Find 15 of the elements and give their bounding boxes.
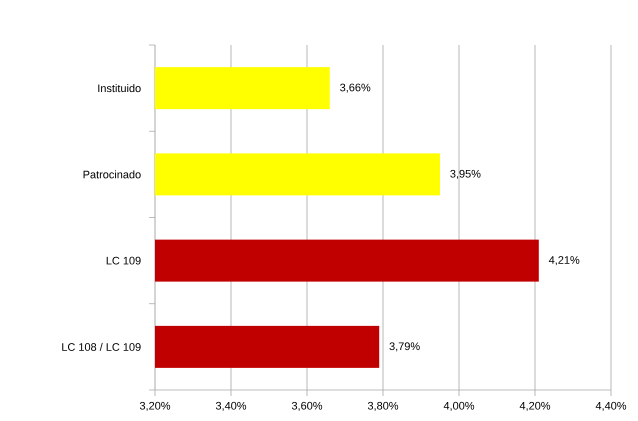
x-tick-label: 4,40% — [596, 402, 626, 411]
x-tick-label: 4,20% — [520, 402, 550, 411]
data-label: 3,95% — [450, 170, 481, 179]
x-tick-label: 4,00% — [444, 402, 474, 411]
y-tick-label: Instituido — [98, 84, 141, 92]
data-label: 3,79% — [389, 342, 420, 352]
x-tick-label: 3,80% — [368, 402, 398, 411]
x-tick-label: 3,40% — [216, 402, 246, 411]
x-tick-label: 3,60% — [292, 402, 322, 411]
data-label: 4,21% — [548, 256, 580, 266]
data-label: 3,66% — [340, 84, 370, 93]
y-tick-label: LC 109 — [106, 256, 141, 265]
y-tick-label: Patrocinado — [84, 170, 141, 178]
x-tick-label: 3,20% — [140, 402, 170, 411]
y-tick-label: LC 108 / LC 109 — [62, 342, 141, 351]
